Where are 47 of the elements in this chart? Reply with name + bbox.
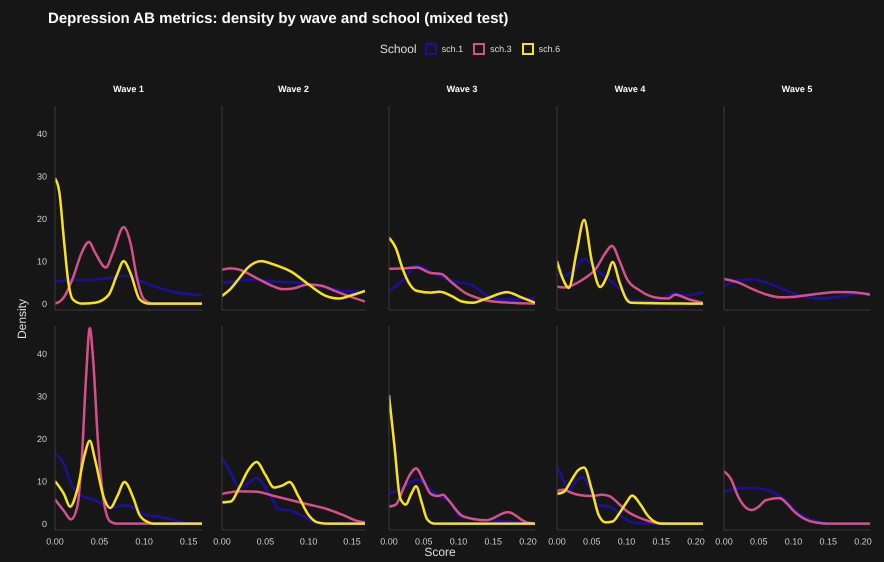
x-tick-label: 0.15 bbox=[180, 536, 198, 546]
legend-label: sch.1 bbox=[442, 44, 464, 54]
y-tick-label: 40 bbox=[36, 348, 47, 359]
y-tick-label: 0 bbox=[42, 298, 47, 309]
x-tick-label: 0.20 bbox=[519, 536, 537, 546]
x-tick-label: 0.05 bbox=[582, 536, 601, 546]
x-tick-label: 0.05 bbox=[750, 536, 768, 546]
y-tick-label: 20 bbox=[36, 434, 47, 444]
text: Depression AB metrics: density by wave and school (mixed test) bbox=[48, 10, 508, 27]
x-tick-label: 0.00 bbox=[213, 536, 231, 546]
x-tick-label: 0.15 bbox=[484, 536, 502, 546]
x-tick-label: 0.20 bbox=[687, 536, 705, 546]
x-tick-label: 0.20 bbox=[854, 536, 872, 546]
chart-subtitle: Wave 4 bbox=[614, 84, 646, 94]
x-tick-label: 0.10 bbox=[300, 536, 318, 546]
x-tick-label: 0.10 bbox=[135, 536, 153, 546]
legend-label: sch.6 bbox=[538, 44, 560, 54]
y-tick-label: 30 bbox=[36, 171, 47, 182]
x-tick-label: 0.05 bbox=[414, 536, 433, 546]
x-tick-label: 0.00 bbox=[548, 536, 566, 546]
x-axis-title: Score bbox=[423, 545, 457, 559]
legend-title: School bbox=[380, 42, 417, 56]
legend-label: sch.3 bbox=[490, 44, 512, 54]
y-tick-label: 10 bbox=[36, 256, 47, 266]
x-tick-label: 0.00 bbox=[46, 536, 64, 546]
x-tick-label: 0.10 bbox=[618, 536, 636, 546]
y-tick-label: 40 bbox=[36, 128, 47, 139]
x-tick-label: 0.15 bbox=[343, 536, 361, 546]
chart-subtitle: Wave 5 bbox=[780, 84, 814, 94]
x-tick-label: 0.10 bbox=[450, 536, 468, 546]
y-tick-label: 30 bbox=[36, 391, 47, 402]
x-tick-label: 0.10 bbox=[784, 536, 802, 546]
x-tick-label: 0.00 bbox=[380, 536, 398, 546]
chart-subtitle: Wave 3 bbox=[446, 84, 478, 94]
x-tick-label: 0.05 bbox=[90, 536, 108, 546]
x-tick-label: 0.15 bbox=[652, 536, 670, 546]
x-tick-label: 0.15 bbox=[820, 536, 838, 546]
chart-subtitle: Wave 1 bbox=[112, 84, 145, 94]
x-tick-label: 0.05 bbox=[256, 536, 274, 546]
line-series bbox=[55, 274, 202, 296]
chart-subtitle: Wave 2 bbox=[277, 84, 310, 94]
y-tick-label: 0 bbox=[42, 518, 47, 529]
y-tick-label: 20 bbox=[36, 214, 47, 224]
x-tick-label: 0.00 bbox=[715, 536, 733, 546]
y-tick-label: 10 bbox=[36, 476, 47, 486]
line-series bbox=[55, 177, 202, 305]
y-axis-title: Density bbox=[15, 298, 29, 342]
